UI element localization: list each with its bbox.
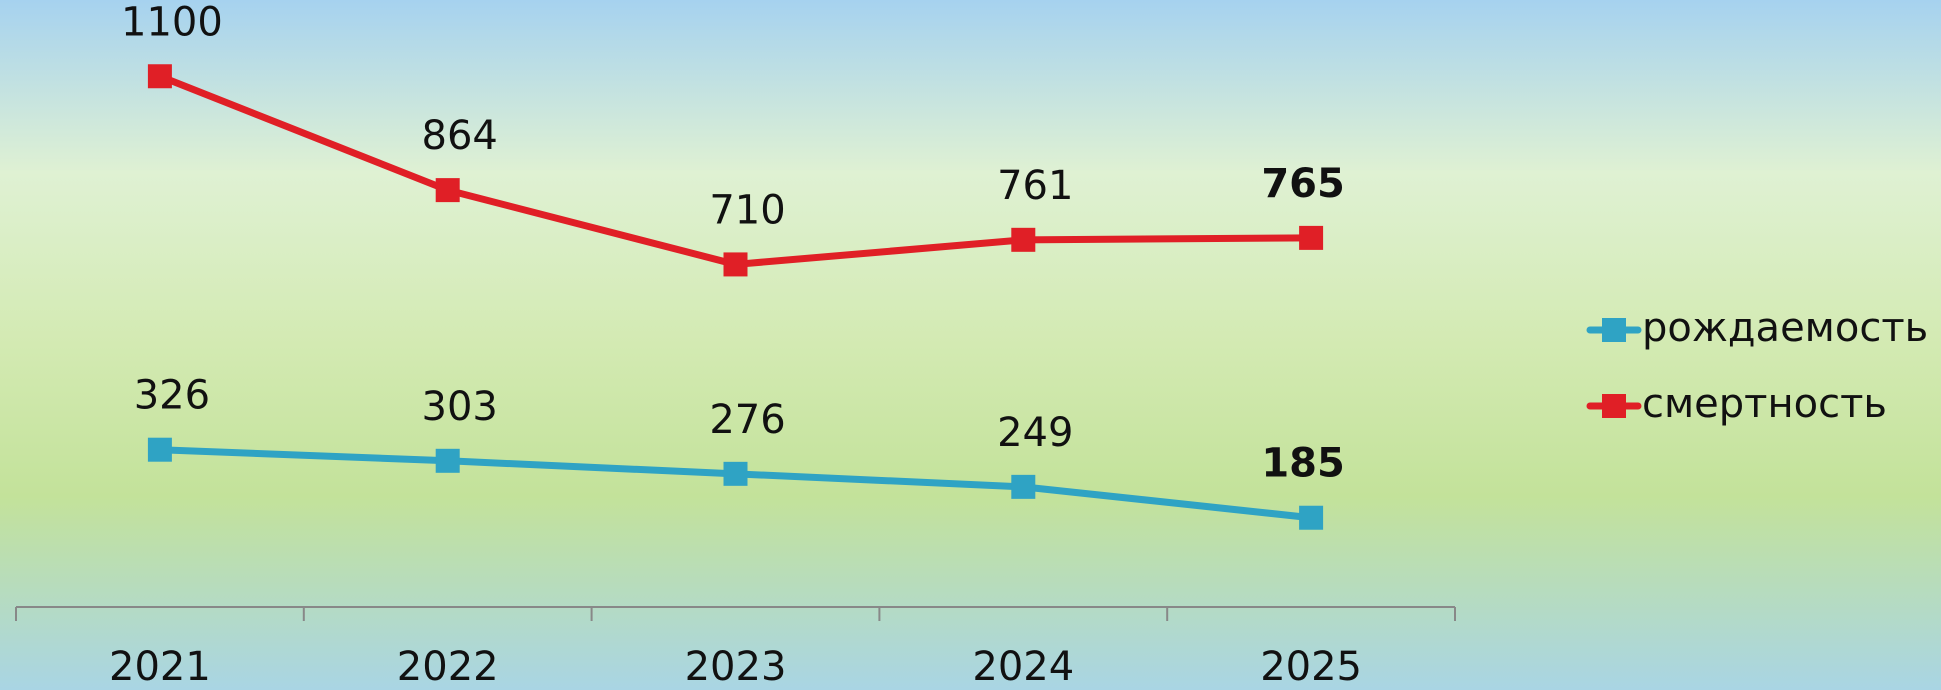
x-tick-label: 2024 bbox=[972, 644, 1074, 690]
data-point bbox=[147, 64, 172, 89]
data-label: 1100 bbox=[121, 0, 223, 45]
data-label: 710 bbox=[709, 187, 785, 233]
x-tick-label: 2025 bbox=[1260, 644, 1362, 690]
x-tick-label: 2022 bbox=[397, 644, 499, 690]
data-label: 303 bbox=[422, 384, 498, 430]
data-point bbox=[435, 178, 460, 203]
legend-marker bbox=[1602, 318, 1626, 342]
data-point bbox=[435, 448, 460, 473]
data-label: 276 bbox=[709, 397, 785, 443]
legend-marker bbox=[1602, 394, 1626, 418]
data-label: 761 bbox=[997, 163, 1073, 209]
data-label: 864 bbox=[422, 113, 498, 159]
legend-label: рождаемость bbox=[1642, 305, 1928, 351]
data-point bbox=[147, 437, 172, 462]
data-point bbox=[1011, 474, 1036, 499]
legend-label: смертность bbox=[1642, 381, 1887, 427]
series-line bbox=[158, 72, 1312, 268]
data-point bbox=[723, 252, 748, 277]
data-label: 765 bbox=[1261, 161, 1345, 207]
data-point bbox=[723, 461, 748, 486]
x-tick-label: 2021 bbox=[109, 644, 211, 690]
data-label: 249 bbox=[997, 410, 1073, 456]
data-point bbox=[1011, 227, 1036, 252]
data-point bbox=[1299, 505, 1324, 530]
data-label: 185 bbox=[1261, 441, 1345, 487]
data-point bbox=[1299, 225, 1324, 250]
x-tick-label: 2023 bbox=[685, 644, 787, 690]
data-label: 326 bbox=[134, 373, 210, 419]
